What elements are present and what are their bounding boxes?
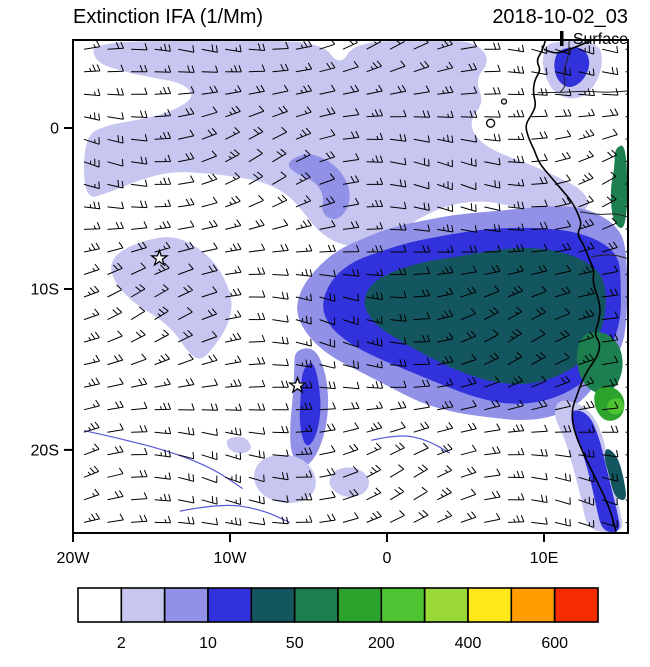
axes-layer: 0 10S 20S 20W 10W 0 10E: [31, 121, 559, 568]
contour-region-land-blue-patch: [554, 47, 590, 87]
country-border: [559, 40, 570, 93]
contour-region-north-lavender: [84, 41, 589, 246]
colorbar-cell: [77, 587, 123, 623]
contour-region-coastal-seagreen: [576, 332, 623, 394]
thin-contour-line: [83, 430, 243, 490]
y-axis-tick-label: 0: [50, 121, 59, 138]
colorbar-cell: [207, 587, 253, 623]
star-marker: [288, 375, 307, 394]
country-border: [591, 254, 628, 259]
colorbar-cell: [120, 587, 166, 623]
country-border: [580, 211, 628, 218]
colorbar-label: 200: [368, 635, 395, 652]
marker-layer: [149, 248, 307, 394]
y-axis-tick-label: 10S: [31, 282, 59, 299]
plot-title: Extinction IFA (1/Mm): [73, 6, 263, 28]
contour-region-land-teal-south: [604, 449, 626, 501]
island-sao-tome: [485, 118, 496, 128]
contour-region-land-green-strip: [610, 145, 628, 229]
x-axis-tick-label: 10W: [214, 550, 248, 567]
y-axis-tick-label: 20S: [31, 442, 59, 459]
colorbar-label: 600: [541, 635, 568, 652]
colorbar-cell: [250, 587, 296, 623]
x-axis-tick-label: 0: [383, 550, 392, 567]
island-principe: [500, 98, 508, 105]
colorbar: 2 10 50 200 400 600: [77, 587, 599, 652]
colorbar-cell: [423, 587, 469, 623]
colorbar-label: 2: [117, 635, 126, 652]
country-border: [537, 90, 628, 94]
colorbar-cell: [163, 587, 209, 623]
contour-region-bottom-lavender-3: [226, 436, 251, 454]
colorbar-cell: [380, 587, 426, 623]
contour-line-layer: [83, 430, 451, 523]
wind-barbs-layer: [83, 40, 628, 528]
colorbar-label: 50: [286, 635, 304, 652]
plot-level-label: Surface: [573, 31, 628, 48]
level-tick-mark: [560, 31, 564, 46]
star-marker: [149, 248, 169, 267]
coastline-layer: [485, 40, 628, 533]
colorbar-label: 400: [455, 635, 482, 652]
contour-region-coastal-bright-green: [606, 398, 624, 415]
coastline-path: [543, 40, 590, 54]
colorbar-cell: [467, 587, 513, 623]
plot-datetime: 2018-10-02_03: [492, 6, 628, 28]
colorbar-cell: [337, 587, 383, 623]
colorbar-cell: [553, 587, 599, 623]
plot-frame: [72, 39, 629, 534]
x-axis-tick-label: 20W: [57, 550, 91, 567]
coastline-path: [525, 40, 617, 533]
colorbar-cell: [510, 587, 556, 623]
colorbar-label: 10: [199, 635, 217, 652]
thin-contour-line: [179, 504, 290, 523]
thin-contour-line: [371, 435, 451, 454]
x-axis-tick-label: 10E: [530, 550, 558, 567]
contour-region-plume-core-teal: [364, 247, 606, 384]
contour-region-sw-lavender-lobe: [111, 237, 232, 359]
contour-region-center-hook: [288, 154, 350, 220]
contour-region-bottom-lavender-2: [329, 467, 370, 497]
colorbar-cell: [293, 587, 339, 623]
wind-barbs-path: [83, 40, 628, 528]
